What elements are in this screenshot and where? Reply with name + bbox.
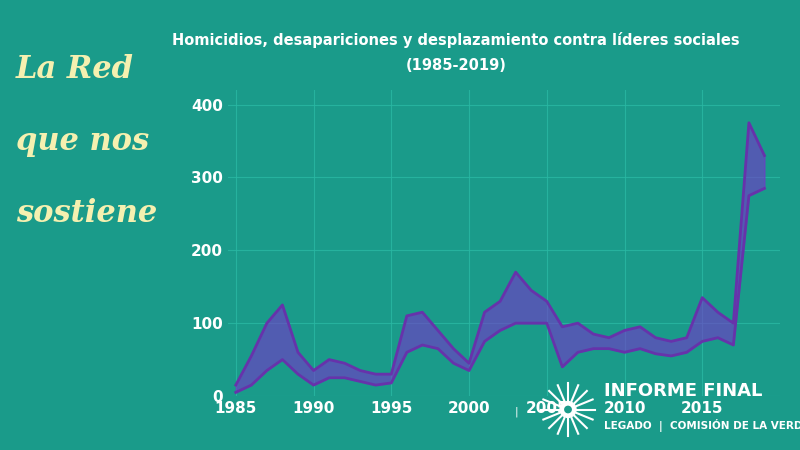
Text: sostiene: sostiene xyxy=(16,198,158,229)
Text: LEGADO  |  COMISIÓN DE LA VERDAD: LEGADO | COMISIÓN DE LA VERDAD xyxy=(604,419,800,432)
Circle shape xyxy=(560,401,576,418)
Circle shape xyxy=(565,406,571,413)
Text: |: | xyxy=(514,406,518,417)
Text: que nos: que nos xyxy=(16,126,149,157)
Text: (1985-2019): (1985-2019) xyxy=(406,58,506,73)
Text: La Red: La Red xyxy=(16,54,134,85)
Text: INFORME FINAL: INFORME FINAL xyxy=(604,382,762,400)
Text: Homicidios, desapariciones y desplazamiento contra líderes sociales: Homicidios, desapariciones y desplazamie… xyxy=(172,32,740,48)
